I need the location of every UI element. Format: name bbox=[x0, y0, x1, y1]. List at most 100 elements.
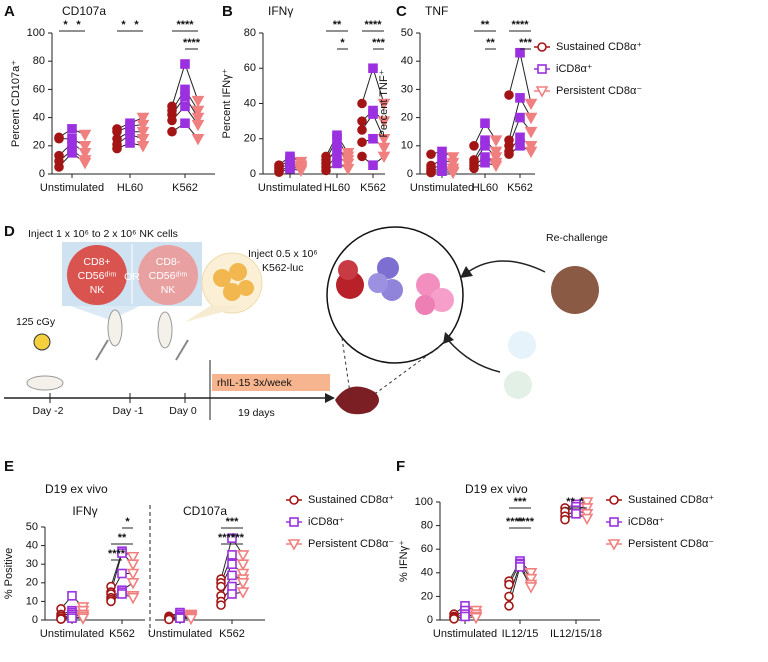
y-tick-label: 80 bbox=[33, 55, 45, 67]
y-tick-label: 30 bbox=[401, 83, 413, 95]
y-axis-label: Percent TNF⁺ bbox=[378, 69, 390, 137]
significance-label: * bbox=[76, 19, 81, 31]
panel-letter: E bbox=[4, 458, 14, 475]
x-tick-label: IL12/15 bbox=[502, 628, 539, 640]
y-tick-label: 20 bbox=[26, 577, 38, 589]
point bbox=[504, 90, 514, 100]
radiation-icon bbox=[33, 333, 51, 351]
point bbox=[117, 589, 127, 599]
point bbox=[515, 47, 525, 58]
injection-cone bbox=[70, 306, 140, 320]
point bbox=[489, 152, 503, 164]
legend-label: Persistent CD8α⁻ bbox=[628, 538, 714, 550]
significance-label: **** bbox=[108, 548, 126, 560]
significance-label: * bbox=[134, 19, 139, 31]
significance-label: *** bbox=[372, 37, 386, 49]
point bbox=[449, 614, 459, 624]
legend-label: Sustained CD8α⁺ bbox=[628, 494, 714, 506]
chart-title: CD107a bbox=[62, 4, 106, 18]
y-axis-label: % Positive bbox=[3, 548, 15, 599]
point bbox=[504, 591, 514, 602]
cell bbox=[223, 283, 241, 301]
chart-title: IFNγ bbox=[268, 4, 293, 18]
significance-label: *** bbox=[514, 496, 528, 508]
significance-label: ** bbox=[481, 19, 490, 31]
y-axis-label: Percent CD107a⁺ bbox=[10, 60, 22, 147]
point bbox=[480, 141, 490, 151]
legend-marker bbox=[287, 539, 301, 551]
y-axis-label: Percent IFNγ⁺ bbox=[221, 68, 233, 138]
y-tick-label: 20 bbox=[33, 140, 45, 152]
point bbox=[67, 148, 77, 158]
significance-label: ** bbox=[486, 37, 495, 49]
syringe bbox=[95, 339, 109, 361]
point bbox=[446, 167, 460, 180]
spleen bbox=[335, 386, 379, 415]
legend-marker bbox=[607, 539, 621, 551]
point bbox=[446, 157, 460, 170]
inject-label: Inject 0.5 x 10⁶ bbox=[248, 248, 318, 260]
y-tick-label: 60 bbox=[244, 62, 256, 74]
y-tick-label: 100 bbox=[27, 27, 45, 39]
legend-marker bbox=[289, 495, 299, 505]
inject-label: K562-luc bbox=[262, 262, 303, 274]
point bbox=[524, 568, 538, 580]
y-tick-label: 100 bbox=[415, 496, 433, 508]
chart-title: D19 ex vivo bbox=[465, 482, 528, 496]
panel-letter: A bbox=[4, 3, 15, 20]
treatment-label: rhIL-15 3x/week bbox=[217, 377, 292, 389]
y-tick-label: 50 bbox=[26, 521, 38, 533]
point bbox=[321, 165, 331, 176]
y-axis-label: % IFNγ⁺ bbox=[398, 540, 410, 582]
point bbox=[136, 141, 150, 153]
point bbox=[117, 568, 127, 579]
legend-label: Persistent CD8α⁻ bbox=[556, 85, 642, 97]
legend-marker bbox=[289, 517, 299, 527]
y-tick-label: 60 bbox=[421, 543, 433, 555]
point bbox=[236, 568, 250, 581]
point bbox=[469, 612, 483, 625]
cell bbox=[338, 260, 358, 280]
significance-label: *** bbox=[231, 532, 245, 544]
point bbox=[126, 551, 140, 564]
point bbox=[515, 93, 525, 103]
significance-label: **** bbox=[506, 516, 524, 528]
nk-label: CD56ᵈⁱᵐ bbox=[149, 270, 188, 282]
duration-label: 19 days bbox=[238, 407, 275, 419]
zoom-line bbox=[341, 337, 351, 394]
or-label: OR bbox=[124, 271, 140, 283]
point bbox=[524, 146, 538, 159]
point bbox=[357, 116, 367, 126]
point bbox=[357, 151, 367, 162]
point bbox=[236, 578, 250, 590]
point bbox=[191, 133, 205, 146]
point bbox=[180, 59, 190, 69]
rechallenge-label: Re-challenge bbox=[546, 232, 608, 244]
significance-label: * bbox=[121, 19, 126, 31]
point bbox=[175, 613, 185, 623]
point bbox=[489, 146, 503, 159]
arrow bbox=[467, 260, 546, 273]
panel-letter: C bbox=[396, 3, 407, 20]
x-tick-label: K562 bbox=[219, 628, 245, 640]
day-label: Day -1 bbox=[113, 405, 144, 417]
arrow bbox=[447, 339, 501, 373]
legend-label: iCD8α⁺ bbox=[308, 516, 345, 528]
point bbox=[126, 559, 140, 571]
nk-label: CD56ᵈⁱᵐ bbox=[78, 270, 117, 282]
chart-subtitle: CD107a bbox=[183, 504, 227, 518]
y-tick-label: 20 bbox=[401, 112, 413, 124]
point bbox=[136, 112, 150, 125]
point bbox=[377, 151, 391, 164]
y-tick-label: 0 bbox=[32, 614, 38, 626]
point bbox=[78, 129, 92, 142]
cell bbox=[377, 257, 399, 279]
point bbox=[377, 142, 391, 155]
arrow-head bbox=[443, 332, 454, 344]
point bbox=[136, 133, 150, 146]
x-tick-label: HL60 bbox=[117, 182, 143, 194]
point bbox=[78, 141, 92, 153]
point bbox=[294, 165, 308, 178]
significance-label: ** bbox=[333, 19, 342, 31]
y-tick-label: 10 bbox=[401, 140, 413, 152]
